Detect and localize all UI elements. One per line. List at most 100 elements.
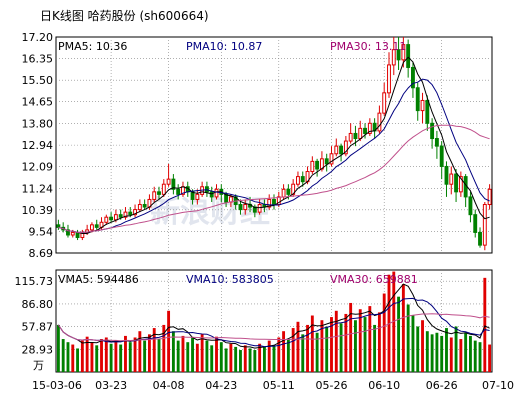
price-legend-item: PMA30: 13.11 <box>330 40 406 53</box>
candle-body <box>152 191 157 200</box>
candle-body <box>434 138 439 147</box>
candle <box>396 37 401 70</box>
volume-bar <box>85 336 89 372</box>
volume-bar <box>200 334 204 372</box>
candle <box>425 95 430 131</box>
volume-tick-label: 115.73 <box>15 275 54 288</box>
candle <box>94 219 99 230</box>
volume-bar <box>253 350 257 372</box>
volume-tick-label: 57.87 <box>22 321 54 334</box>
volume-bar <box>138 331 142 372</box>
volume-bar <box>234 346 238 372</box>
volume-bar <box>80 340 84 372</box>
volume-bar <box>339 323 343 372</box>
price-tick-label: 12.09 <box>22 161 54 174</box>
volume-legend-item: VMA30: 659881 <box>330 273 418 286</box>
date-tick-label: 05-11 <box>263 379 295 392</box>
volume-bar <box>210 345 214 372</box>
volume-bar <box>488 344 492 372</box>
candle-body <box>113 214 118 221</box>
volume-bar <box>358 309 362 372</box>
candle-body <box>348 132 353 142</box>
volume-bar <box>401 284 405 372</box>
price-grid <box>56 37 492 253</box>
candle <box>61 222 66 233</box>
volume-bar <box>191 337 194 372</box>
candle-body <box>458 176 463 193</box>
volume-bar <box>483 277 487 372</box>
pma30-line <box>58 124 490 233</box>
candle-body <box>406 44 411 68</box>
candle <box>137 199 142 213</box>
price-tick-label: 8.69 <box>29 247 54 260</box>
volume-bar <box>152 328 156 372</box>
candle <box>166 163 171 187</box>
volume-bars <box>56 271 492 372</box>
candle <box>176 184 181 200</box>
volume-bar <box>354 320 357 372</box>
candle-body <box>353 132 358 140</box>
vma30-line <box>57 313 490 342</box>
volume-bar <box>344 313 348 372</box>
date-tick-label: 04-23 <box>205 379 237 392</box>
price-legend: PMA5: 10.36 PMA10: 10.87 PMA30: 13.11 <box>58 40 406 53</box>
candle-body <box>401 44 406 61</box>
volume-bar <box>440 335 444 372</box>
volume-bar <box>171 331 175 372</box>
volume-bar <box>334 310 338 372</box>
vma5-line <box>57 283 490 349</box>
candle-body <box>89 224 94 231</box>
candle-body <box>315 160 320 170</box>
volume-bar <box>449 337 453 372</box>
candle-body <box>94 224 99 228</box>
candle-body <box>439 145 444 167</box>
price-panel <box>55 36 493 254</box>
volume-bar <box>330 317 333 372</box>
volume-bar <box>445 328 448 372</box>
volume-bar <box>392 271 396 372</box>
volume-bar <box>176 340 180 372</box>
candle <box>411 62 415 98</box>
candle <box>343 135 348 157</box>
candle-body <box>137 204 142 211</box>
candle-body <box>142 204 147 208</box>
candle <box>372 118 377 139</box>
candle-body <box>161 183 166 195</box>
candle <box>296 171 300 187</box>
volume-legend-item: VMA5: 594486 <box>58 273 139 286</box>
volume-moving-averages <box>57 283 490 349</box>
volume-bar <box>277 337 281 372</box>
candle <box>468 191 473 223</box>
candle-body <box>204 186 209 193</box>
volume-bar <box>469 335 472 372</box>
candle <box>463 174 468 208</box>
candle-body <box>157 191 161 195</box>
date-tick-label: 04-08 <box>153 379 185 392</box>
candle-body <box>300 176 305 183</box>
volume-bar <box>224 348 228 372</box>
price-tick-label: 14.65 <box>22 96 54 109</box>
candle <box>348 123 353 144</box>
volume-bar <box>109 343 113 372</box>
volume-axis-ticks: 115.73 86.80 57.87 28.93 <box>15 275 54 356</box>
volume-bar <box>239 350 242 372</box>
candle <box>243 199 248 215</box>
volume-bar <box>258 343 262 372</box>
volume-bar <box>416 326 420 372</box>
volume-bar <box>71 344 75 372</box>
volume-bar <box>114 340 118 372</box>
candle-body <box>267 198 272 208</box>
volume-bar <box>128 342 132 372</box>
volume-bar <box>162 324 166 372</box>
candle-body <box>339 145 344 155</box>
pma10-line <box>58 78 490 233</box>
candle-body <box>214 188 219 198</box>
volume-bar <box>382 293 386 372</box>
candle <box>181 181 185 197</box>
candle <box>272 194 276 210</box>
volume-bar <box>195 343 199 372</box>
volume-bar <box>421 320 424 372</box>
volume-bar <box>167 310 171 372</box>
candle-body <box>75 231 80 239</box>
